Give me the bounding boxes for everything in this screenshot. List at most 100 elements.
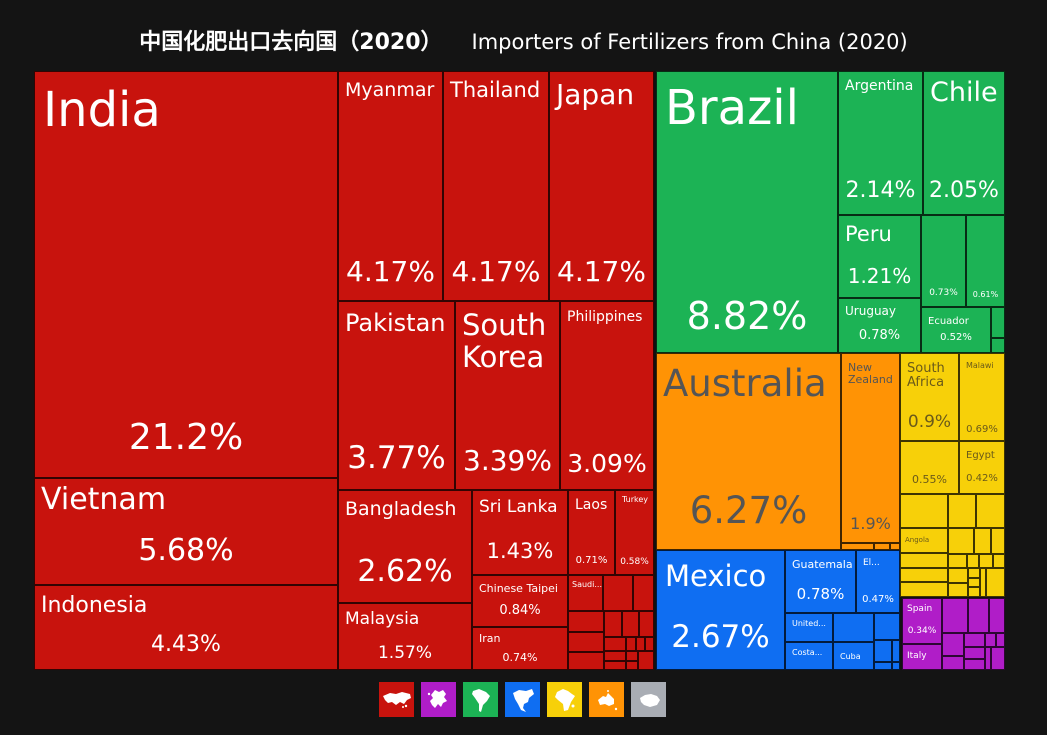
tile-chinese-taipei[interactable]: Chinese Taipei 0.84% xyxy=(472,575,568,627)
tile-africa-small[interactable] xyxy=(900,553,948,568)
tile-sa-unlabeled-0-61[interactable]: 0.61% xyxy=(966,215,1005,307)
tile-africa-small[interactable] xyxy=(900,582,948,597)
tile-mexico[interactable]: Mexico 2.67% xyxy=(656,550,785,670)
tile-europe-small[interactable] xyxy=(989,598,1005,633)
tile-na-small[interactable] xyxy=(874,613,900,640)
tile-sa-unlabeled-0-73[interactable]: 0.73% xyxy=(921,215,966,307)
tile-uruguay[interactable]: Uruguay 0.78% xyxy=(838,298,921,353)
tile-oceania-small[interactable] xyxy=(841,543,874,550)
tile-europe-small[interactable] xyxy=(991,647,1005,670)
tile-sri-lanka[interactable]: Sri Lanka 1.43% xyxy=(472,490,568,575)
tile-asia-small[interactable] xyxy=(622,611,639,637)
tile-chile[interactable]: Chile 2.05% xyxy=(923,71,1005,215)
tile-oceania-small[interactable] xyxy=(890,543,900,550)
tile-guatemala[interactable]: Guatemala 0.78% xyxy=(785,550,856,613)
tile-asia-small[interactable] xyxy=(568,632,604,652)
tile-europe-small[interactable] xyxy=(985,633,996,647)
tile-peru[interactable]: Peru 1.21% xyxy=(838,215,921,298)
tile-africa-small[interactable] xyxy=(948,554,967,568)
tile-ecuador[interactable]: Ecuador 0.52% xyxy=(921,307,991,353)
tile-na-small[interactable] xyxy=(892,662,900,670)
tile-pakistan[interactable]: Pakistan 3.77% xyxy=(338,301,455,490)
tile-thailand[interactable]: Thailand 4.17% xyxy=(443,71,549,301)
tile-asia-small[interactable] xyxy=(568,611,604,632)
tile-na-small[interactable] xyxy=(833,613,874,642)
tile-asia-small[interactable] xyxy=(604,637,626,651)
tile-sa-small[interactable] xyxy=(991,307,1005,338)
tile-africa-small[interactable] xyxy=(991,528,1005,554)
tile-iran[interactable]: Iran 0.74% xyxy=(472,627,568,670)
legend-asia-button[interactable] xyxy=(379,682,414,717)
tile-asia-small[interactable] xyxy=(638,651,654,670)
legend-europe-button[interactable] xyxy=(421,682,456,717)
tile-africa-small[interactable] xyxy=(948,528,974,554)
tile-africa-small[interactable] xyxy=(900,568,948,582)
tile-asia-small[interactable] xyxy=(636,637,645,651)
tile-europe-small[interactable] xyxy=(942,656,964,670)
tile-new-zealand[interactable]: New Zealand 1.9% xyxy=(841,353,900,543)
tile-asia-small[interactable] xyxy=(645,637,654,651)
tile-angola[interactable]: Angola xyxy=(900,528,948,553)
tile-japan[interactable]: Japan 4.17% xyxy=(549,71,654,301)
tile-af-unlabeled-0-55[interactable]: 0.55% xyxy=(900,441,959,494)
tile-asia-small[interactable] xyxy=(626,651,638,661)
tile-africa-small[interactable] xyxy=(980,568,986,597)
tile-africa-small[interactable] xyxy=(986,568,1005,597)
tile-europe-small[interactable] xyxy=(964,647,985,659)
tile-vietnam[interactable]: Vietnam 5.68% xyxy=(34,478,338,585)
legend-africa-button[interactable] xyxy=(547,682,582,717)
tile-africa-small[interactable] xyxy=(900,494,948,528)
tile-india[interactable]: India 21.2% xyxy=(34,71,338,478)
tile-philippines[interactable]: Philippines 3.09% xyxy=(560,301,654,490)
tile-australia[interactable]: Australia 6.27% xyxy=(656,353,841,550)
tile-cuba[interactable]: Cuba xyxy=(833,642,874,670)
tile-asia-small[interactable] xyxy=(639,611,654,637)
tile-africa-small[interactable] xyxy=(976,494,1005,528)
tile-africa-small[interactable] xyxy=(993,554,1005,568)
tile-europe-small[interactable] xyxy=(985,647,991,670)
tile-asia-small[interactable] xyxy=(604,661,626,670)
tile-spain[interactable]: Spain 0.34% xyxy=(902,598,942,644)
tile-brazil[interactable]: Brazil 8.82% xyxy=(656,71,838,353)
tile-myanmar[interactable]: Myanmar 4.17% xyxy=(338,71,443,301)
tile-europe-small[interactable] xyxy=(964,633,985,647)
tile-africa-small[interactable] xyxy=(948,568,968,583)
tile-asia-small[interactable] xyxy=(568,652,604,670)
tile-bangladesh[interactable]: Bangladesh 2.62% xyxy=(338,490,472,603)
tile-africa-small[interactable] xyxy=(967,554,979,568)
tile-africa-small[interactable] xyxy=(968,578,980,587)
tile-na-small[interactable] xyxy=(874,640,892,662)
tile-oceania-small[interactable] xyxy=(874,543,890,550)
tile-costa[interactable]: Costa... xyxy=(785,642,833,670)
tile-na-small[interactable] xyxy=(892,640,900,662)
tile-turkey[interactable]: Turkey 0.58% xyxy=(615,490,654,575)
tile-africa-small[interactable] xyxy=(979,554,993,568)
tile-na-small[interactable] xyxy=(874,662,892,670)
tile-indonesia[interactable]: Indonesia 4.43% xyxy=(34,585,338,670)
tile-sa-small[interactable] xyxy=(991,338,1005,353)
tile-asia-small[interactable] xyxy=(626,661,638,670)
tile-africa-small[interactable] xyxy=(948,494,976,528)
tile-argentina[interactable]: Argentina 2.14% xyxy=(838,71,923,215)
tile-europe-small[interactable] xyxy=(942,598,968,633)
tile-egypt[interactable]: Egypt 0.42% xyxy=(959,441,1005,494)
tile-malawi[interactable]: Malawi 0.69% xyxy=(959,353,1005,441)
tile-africa-small[interactable] xyxy=(968,568,980,578)
tile-asia-small[interactable] xyxy=(604,611,622,637)
tile-south-africa[interactable]: South Africa 0.9% xyxy=(900,353,959,441)
legend-north-america-button[interactable] xyxy=(505,682,540,717)
tile-europe-small[interactable] xyxy=(996,633,1005,647)
legend-south-america-button[interactable] xyxy=(463,682,498,717)
tile-europe-small[interactable] xyxy=(964,659,985,670)
tile-europe-small[interactable] xyxy=(968,598,989,633)
tile-asia-small[interactable] xyxy=(604,651,626,661)
tile-asia-small[interactable] xyxy=(603,575,633,611)
tile-africa-small[interactable] xyxy=(948,583,968,597)
tile-asia-small[interactable] xyxy=(633,575,654,611)
tile-asia-small[interactable] xyxy=(626,637,636,651)
legend-antarctica-button[interactable] xyxy=(631,682,666,717)
tile-united[interactable]: United... xyxy=(785,613,833,642)
legend-oceania-button[interactable] xyxy=(589,682,624,717)
tile-africa-small[interactable] xyxy=(974,528,991,554)
tile-saudi[interactable]: Saudi... xyxy=(568,575,603,611)
